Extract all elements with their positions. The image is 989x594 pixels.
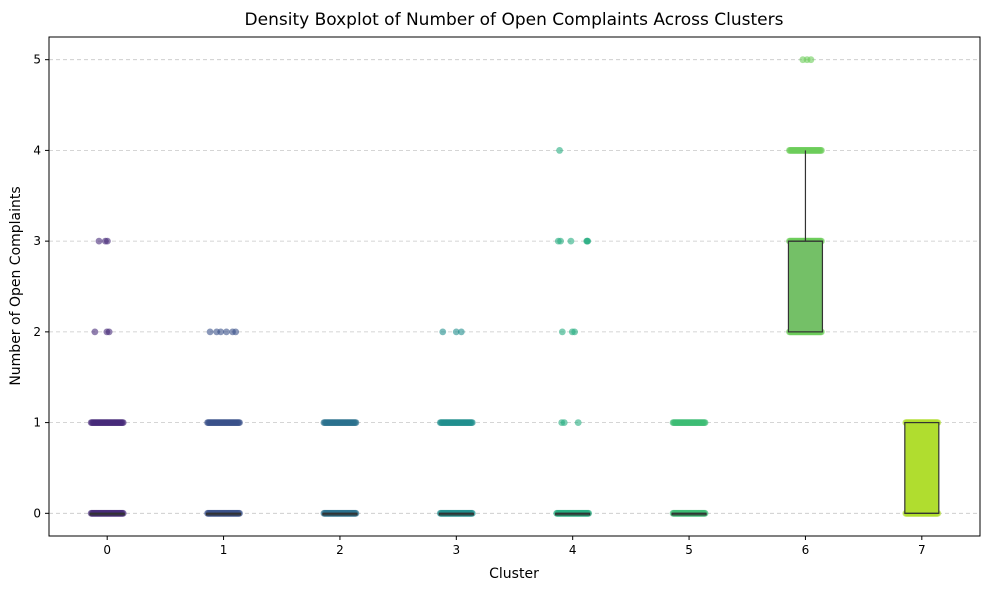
strip-point [557, 237, 564, 245]
x-tick-label: 3 [452, 543, 460, 557]
grid-lines [49, 59, 980, 514]
x-tick-label: 7 [918, 543, 926, 557]
y-tick-label: 0 [33, 506, 41, 520]
strip-point [105, 328, 113, 336]
x-tick-label: 0 [103, 543, 111, 557]
strip-point [206, 328, 214, 336]
y-axis-label: Number of Open Complaints [8, 186, 24, 385]
strip-point [807, 56, 815, 64]
strip-point [223, 328, 230, 336]
strip-point [95, 237, 103, 245]
strip-point [103, 237, 111, 245]
x-axis-label: Cluster [489, 566, 539, 582]
box-layer [89, 150, 940, 516]
plot-frame [48, 36, 981, 537]
box-rect [904, 421, 940, 514]
y-tick-label: 2 [33, 325, 41, 339]
strip-point [468, 419, 476, 426]
strip-point [352, 419, 360, 426]
strip-point [119, 419, 127, 426]
strip-point [574, 419, 582, 426]
y-tick-label: 1 [33, 416, 41, 430]
x-tick-label: 4 [569, 543, 577, 557]
box-rect [787, 240, 824, 333]
axes: 0 1 2 3 4 5 0 1 2 3 4 5 6 7 [33, 53, 925, 557]
strip-point [439, 328, 447, 336]
strip-point [229, 328, 236, 336]
x-tick-label: 6 [802, 543, 810, 557]
strip-point [457, 328, 465, 336]
chart-title: Density Boxplot of Number of Open Compla… [245, 10, 784, 30]
x-tick-label: 1 [220, 543, 228, 557]
strip-point [236, 419, 243, 426]
strip-point [567, 237, 575, 245]
strip-point [213, 328, 221, 336]
strip-point [91, 328, 99, 336]
strip-point [558, 328, 566, 336]
x-tick-label: 5 [685, 543, 693, 557]
x-tick-label: 2 [336, 543, 344, 557]
strip-point [568, 328, 576, 336]
y-tick-label: 3 [33, 234, 41, 248]
strip-point [452, 328, 460, 336]
strip-point [556, 147, 563, 154]
strip-point [701, 419, 709, 426]
y-tick-label: 4 [33, 143, 41, 157]
strip-point [818, 147, 825, 154]
strip-point [583, 237, 591, 245]
y-tick-label: 5 [33, 53, 41, 67]
strip-point [558, 419, 566, 426]
